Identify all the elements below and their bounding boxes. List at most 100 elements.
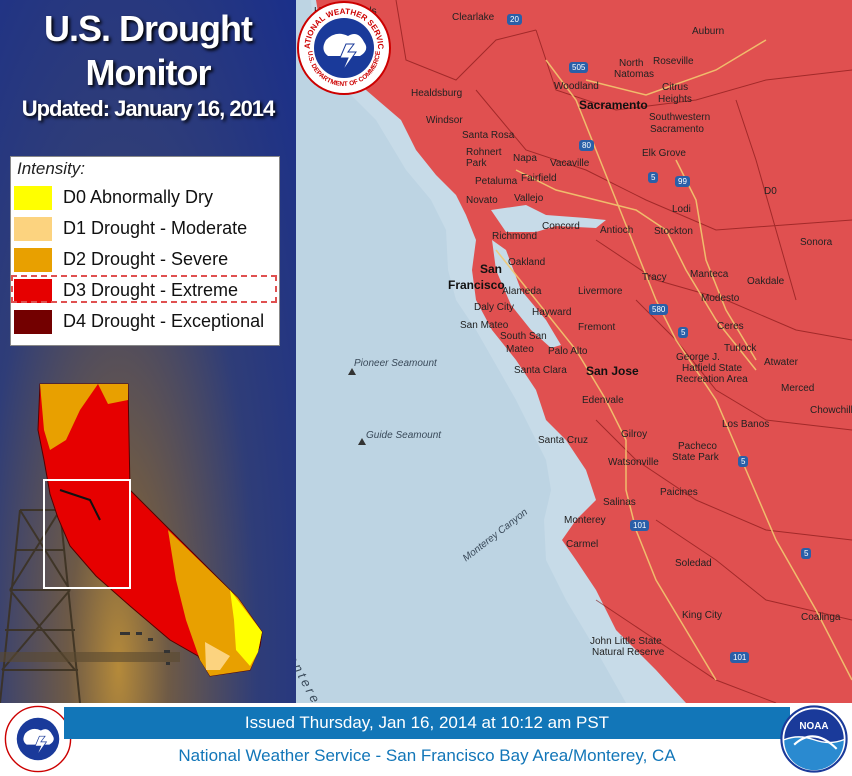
noaa-logo: NOAA xyxy=(780,705,848,773)
legend-highlight-box xyxy=(11,275,277,303)
city-label: Edenvale xyxy=(582,395,624,406)
seamount-marker xyxy=(358,438,366,445)
interstate-shield: 505 xyxy=(569,62,589,73)
legend-item-d3: D3 Drought - Extreme xyxy=(11,276,279,306)
city-label: State Park xyxy=(672,452,719,463)
major-city-label: San xyxy=(480,262,503,276)
city-label: Santa Clara xyxy=(514,365,567,376)
seamount-label: Guide Seamount xyxy=(366,430,442,441)
city-label: Ceres xyxy=(717,321,744,332)
city-label: Citrus xyxy=(662,82,689,93)
southeast-d0-area xyxy=(230,590,262,666)
city-label: D0 xyxy=(764,186,777,197)
city-label: Recreation Area xyxy=(676,374,748,385)
interstate-shield: 5 xyxy=(801,548,812,559)
south-d1-area xyxy=(205,642,230,670)
d2-swatch xyxy=(14,248,52,272)
city-label: Novato xyxy=(466,195,498,206)
city-label: Soledad xyxy=(675,558,712,569)
noaa-text: NOAA xyxy=(799,721,828,732)
city-label: George J. xyxy=(676,352,720,363)
legend-item-d0: D0 Abnormally Dry xyxy=(11,183,279,213)
city-label: Alameda xyxy=(502,286,542,297)
city-label: Pacheco xyxy=(678,441,717,452)
city-label: Tracy xyxy=(642,272,667,283)
city-label: Carmel xyxy=(566,539,599,550)
legend-label: D2 Drought - Severe xyxy=(63,249,229,269)
city-label: Petaluma xyxy=(475,176,518,187)
city-label: Daly City xyxy=(474,302,515,313)
legend-item-d1: D1 Drought - Moderate xyxy=(11,214,279,244)
city-label: San Mateo xyxy=(460,320,509,331)
legend-label: D3 Drought - Extreme xyxy=(63,280,239,300)
city-label: North xyxy=(619,58,644,69)
d4-swatch xyxy=(14,310,52,334)
city-label: Oakland xyxy=(508,257,546,268)
interstate-shield: 5 xyxy=(678,327,689,338)
map-graphics xyxy=(296,0,852,703)
regional-drought-map[interactable]: Hendy WoodsState ParkClearlakeAuburnRose… xyxy=(296,0,852,703)
city-label: Fairfield xyxy=(521,173,557,184)
city-label: Coalinga xyxy=(801,612,841,623)
city-label: Auburn xyxy=(692,26,725,37)
california-drought-map xyxy=(37,383,263,677)
interstate-shield: 580 xyxy=(649,304,669,315)
interstate-shield: 5 xyxy=(648,172,659,183)
city-label: Merced xyxy=(781,383,815,394)
d0-swatch xyxy=(14,186,52,210)
interstate-shield: 5 xyxy=(738,456,749,467)
bay-area-outline xyxy=(59,489,101,521)
nws-footer-logo xyxy=(4,705,72,773)
city-label: King City xyxy=(682,610,723,621)
city-label: Oakdale xyxy=(747,276,785,287)
county-boundaries xyxy=(395,0,852,703)
interstate-shield: 20 xyxy=(507,14,522,25)
d1-swatch xyxy=(14,217,52,241)
legend-title: Intensity: xyxy=(17,159,86,178)
city-label: Fremont xyxy=(578,322,616,333)
footer: Issued Thursday, Jan 16, 2014 at 10:12 a… xyxy=(0,703,852,776)
nws-logo: NATIONAL WEATHER SERVICE U.S. DEPARTMENT… xyxy=(296,0,391,95)
city-label: Elk Grove xyxy=(642,148,686,159)
city-label: Manteca xyxy=(690,269,729,280)
page-title: U.S. Drought xyxy=(44,8,253,49)
city-label: Livermore xyxy=(578,286,623,297)
d3-swatch xyxy=(14,279,52,303)
updated-date: Updated: January 16, 2014 xyxy=(21,96,276,121)
city-label: Stockton xyxy=(654,226,693,237)
city-label: Healdsburg xyxy=(411,88,463,99)
city-label: Turlock xyxy=(724,343,757,354)
san-pablo-bay xyxy=(491,205,606,232)
city-label: Lodi xyxy=(672,204,691,215)
city-label: Mateo xyxy=(506,344,534,355)
legend-label: D1 Drought - Moderate xyxy=(63,218,248,238)
legend-panel: U.S. Drought Monitor Updated: January 16… xyxy=(0,0,296,703)
issued-timestamp: Issued Thursday, Jan 16, 2014 at 10:12 a… xyxy=(64,707,790,739)
interstate-shield: 101 xyxy=(630,520,650,531)
legend-label: D4 Drought - Exceptional xyxy=(63,311,265,331)
city-label: Santa Rosa xyxy=(462,130,515,141)
legend-item-d2: D2 Drought - Severe xyxy=(11,245,279,275)
city-label: South San xyxy=(500,331,547,342)
seamount-label: Pioneer Seamount xyxy=(354,358,437,369)
city-label: Concord xyxy=(542,221,580,232)
city-label: Clearlake xyxy=(452,12,495,23)
city-label: Santa Cruz xyxy=(538,435,589,446)
city-label: Hatfield State xyxy=(682,363,743,374)
radar-tower-image xyxy=(0,509,180,703)
city-label: Heights xyxy=(658,94,692,105)
city-label: Napa xyxy=(513,153,537,164)
interstate-shield: 101 xyxy=(730,652,750,663)
northwest-d2-area xyxy=(40,384,98,450)
city-label: Gilroy xyxy=(621,429,648,440)
city-label: Natural Reserve xyxy=(592,647,665,658)
city-label: Watsonville xyxy=(608,457,659,468)
city-label: Rohnert xyxy=(466,147,502,158)
seamount-marker xyxy=(348,368,356,375)
city-label: Monterey xyxy=(564,515,606,526)
city-label: Natomas xyxy=(614,69,655,80)
city-label: Windsor xyxy=(426,115,463,126)
city-label: Southwestern xyxy=(649,112,711,123)
legend-label: D0 Abnormally Dry xyxy=(63,187,214,207)
office-name: National Weather Service - San Francisco… xyxy=(178,746,676,765)
